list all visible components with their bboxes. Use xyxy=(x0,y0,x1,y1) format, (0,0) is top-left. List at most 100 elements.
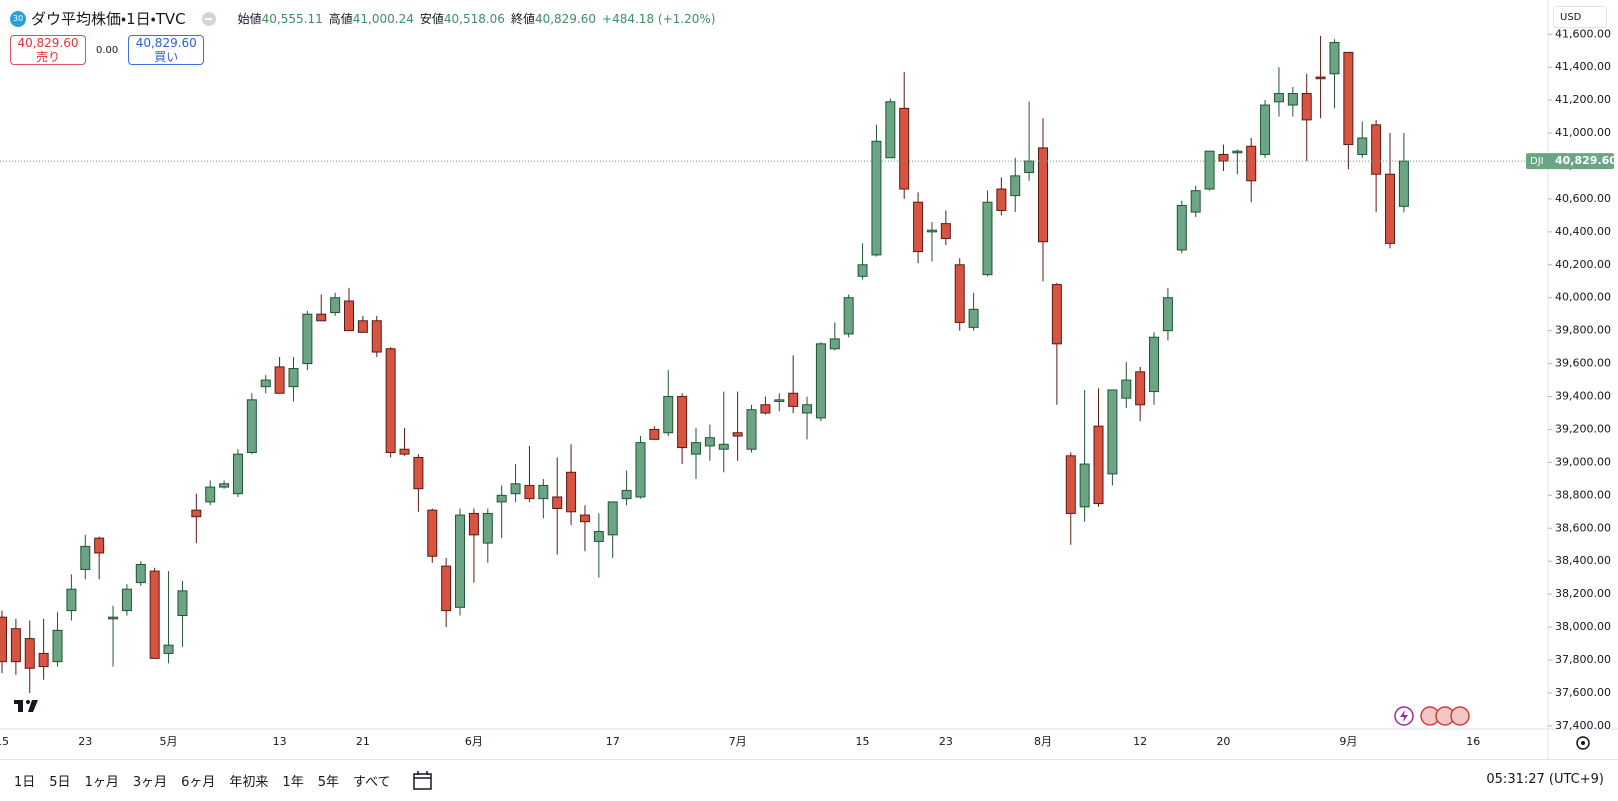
x-tick-label: 7月 xyxy=(729,735,747,748)
candle-body xyxy=(635,442,646,498)
y-tick-label: 41,200.00 xyxy=(1555,93,1611,106)
candle-body xyxy=(482,512,493,544)
tv-logo xyxy=(14,700,38,712)
candle-body xyxy=(954,264,965,323)
y-tick-label: 40,000.00 xyxy=(1555,291,1611,304)
candle-body xyxy=(704,437,715,447)
ohlc-label: 高値 xyxy=(328,12,353,26)
x-tick-label: 9月 xyxy=(1339,735,1357,748)
candle-body xyxy=(760,404,771,414)
candle-body xyxy=(1329,41,1340,75)
candle-body xyxy=(1232,150,1243,154)
candle-body xyxy=(996,188,1007,211)
x-tick-label: 15 xyxy=(856,735,870,748)
range-button[interactable]: 5日 xyxy=(49,775,71,790)
candle-body xyxy=(982,201,993,276)
range-button[interactable]: 年初来 xyxy=(229,775,269,790)
candle-body xyxy=(1273,93,1284,103)
candle-body xyxy=(121,588,132,612)
candle-body xyxy=(1385,173,1395,244)
y-tick-label: 39,400.00 xyxy=(1555,390,1611,403)
range-button[interactable]: 1ヶ月 xyxy=(84,775,119,790)
range-button[interactable]: 3ヶ月 xyxy=(132,775,168,790)
candle-body xyxy=(344,300,354,332)
collapse-button[interactable] xyxy=(201,11,216,26)
candle-body xyxy=(913,201,924,253)
y-tick-label: 37,400.00 xyxy=(1555,719,1611,732)
candles xyxy=(0,35,1409,693)
candle-body xyxy=(1162,297,1173,332)
candle-body xyxy=(857,264,868,277)
candle-body xyxy=(802,404,813,414)
buy-label: 買い xyxy=(154,50,179,64)
candle-body xyxy=(968,308,979,328)
x-tick-label: 20 xyxy=(1216,735,1230,748)
candle-body xyxy=(843,297,854,335)
y-tick-label: 38,000.00 xyxy=(1555,620,1611,633)
y-tick-label: 37,600.00 xyxy=(1555,686,1611,699)
candle-body xyxy=(441,565,452,612)
clock: 05:31:27 (UTC+9) xyxy=(1486,772,1604,787)
change: +484.18 (+1.20%) xyxy=(602,11,716,26)
y-tick-label: 38,800.00 xyxy=(1555,488,1611,501)
candle-body xyxy=(677,396,688,449)
y-tick-label: 41,400.00 xyxy=(1555,60,1611,73)
candle-body xyxy=(718,443,729,450)
candle-body xyxy=(1398,160,1409,207)
candle-body xyxy=(288,368,299,388)
settings-icon[interactable] xyxy=(1576,736,1590,750)
candle-body xyxy=(1107,389,1118,475)
candle-body xyxy=(552,496,563,510)
buy-price: 40,829.60 xyxy=(135,36,197,50)
x-tick-label: 21 xyxy=(356,735,370,748)
range-button[interactable]: 5年 xyxy=(317,775,339,790)
x-tick-label: 23 xyxy=(939,735,953,748)
candle-body xyxy=(593,531,604,542)
candle-body xyxy=(579,514,590,523)
x-tick-label: 6月 xyxy=(465,735,483,748)
candle-body xyxy=(232,453,243,495)
price-tag-symbol: DJI xyxy=(1530,156,1544,167)
calendar-icon[interactable] xyxy=(411,770,435,792)
bottom-toolbar: 1日 5日 1ヶ月 3ヶ月 6ヶ月 年初来 1年 5年 すべて 05:31:27 (UTC+9) xyxy=(0,759,1618,801)
x-tick-label: 8月 xyxy=(1034,735,1052,748)
range-button[interactable]: 1日 xyxy=(14,775,36,790)
candle-body xyxy=(621,489,632,500)
candle-body xyxy=(66,588,77,612)
y-tick-label: 39,200.00 xyxy=(1555,422,1611,435)
candle-body xyxy=(1357,137,1368,155)
ohlc-value: 40,829.60 xyxy=(534,12,597,26)
candle-body xyxy=(302,313,313,365)
candle-body xyxy=(926,229,937,233)
ohlc-values: 始値40,555.11 高値41,000.24 安値40,518.06 終値40,82… xyxy=(232,10,596,27)
y-tick-label: 41,000.00 xyxy=(1555,126,1611,139)
y-tick-label: 38,200.00 xyxy=(1555,587,1611,600)
candle-body xyxy=(1371,124,1382,175)
candle-body xyxy=(1287,93,1298,106)
candle-body xyxy=(24,638,35,669)
candle-body xyxy=(1093,425,1104,505)
chart: 37,400.00 37,600.00 37,800.00 38,000.00 38,2… xyxy=(0,0,1618,759)
candle-body xyxy=(316,313,327,322)
symbol-title[interactable]: ダウ平均株価・1日・TVC xyxy=(31,10,186,28)
range-button[interactable]: 1年 xyxy=(282,775,304,790)
candle-body xyxy=(649,428,660,440)
buy-button[interactable]: 40,829.60 買い xyxy=(128,35,205,65)
sell-label: 売り xyxy=(35,50,60,64)
range-button[interactable]: すべて xyxy=(352,775,391,790)
y-tick-label: 41,600.00 xyxy=(1555,27,1611,40)
currency-select[interactable]: USD xyxy=(1553,6,1607,28)
x-tick-label: 12 xyxy=(1133,735,1147,748)
ohlc-value: 40,518.06 xyxy=(443,12,505,26)
sell-button[interactable]: 40,829.60 売り xyxy=(10,35,86,65)
candle-body xyxy=(510,483,521,495)
candle-body xyxy=(108,616,119,620)
candle-body xyxy=(177,590,188,617)
y-tick-label: 38,400.00 xyxy=(1555,554,1611,567)
candle-body xyxy=(1010,175,1021,197)
candle-body xyxy=(774,399,785,402)
candle-body xyxy=(788,392,799,407)
range-button[interactable]: 6ヶ月 xyxy=(181,775,216,790)
candle-body xyxy=(1260,104,1271,155)
candle-body xyxy=(1051,284,1062,345)
